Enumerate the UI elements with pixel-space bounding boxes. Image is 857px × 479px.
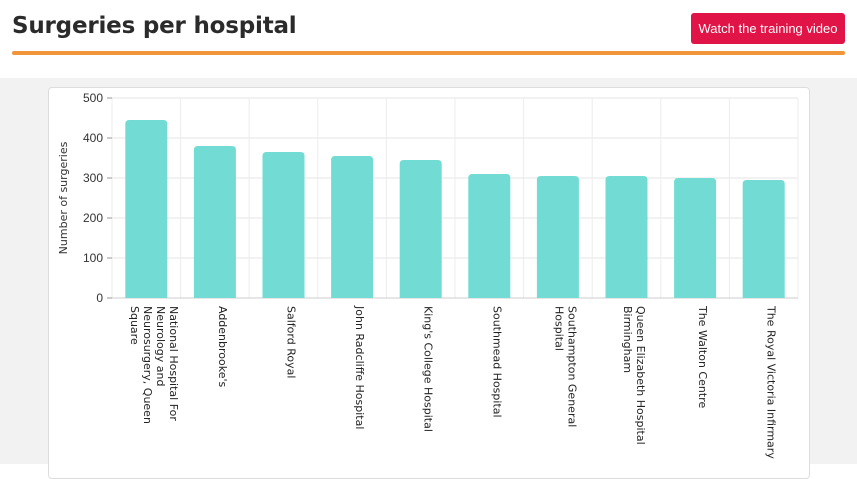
bar[interactable] [399,160,442,298]
y-tick-label: 500 [83,91,103,105]
x-tick-label: Addenbrooke's [216,306,229,388]
y-tick-label: 400 [83,131,103,145]
bar[interactable] [536,176,579,298]
x-tick-label: Southmead Hospital [490,306,503,418]
bar[interactable] [331,156,374,298]
x-tick-label: The Royal Victoria Infirmary [765,305,778,459]
x-tick-label: Neurology and [154,306,167,386]
bar[interactable] [605,176,648,298]
y-tick-label: 100 [83,251,103,265]
y-tick-label: 200 [83,211,103,225]
page-header: Surgeries per hospital Watch the trainin… [0,0,857,78]
y-axis-title: Number of surgeries [57,141,70,254]
header-accent-divider [12,51,845,55]
x-tick-label: The Walton Centre [696,305,709,408]
bar[interactable] [125,120,168,298]
bar[interactable] [193,146,236,298]
watch-training-video-button[interactable]: Watch the training video [691,13,845,44]
y-tick-label: 0 [96,291,103,305]
page-title: Surgeries per hospital [12,13,297,39]
x-tick-label: Square [128,306,141,345]
x-tick-label: Southampton General [565,306,578,427]
x-tick-label: Birmingham [621,306,634,373]
x-tick-label: John Radcliffe Hospital [353,305,366,429]
x-tick-label: Neurosurgery, Queen [141,306,154,424]
bar[interactable] [742,180,785,298]
chart-bars [125,120,785,298]
x-tick-label: Queen Elizabeth Hospital [634,306,647,445]
chart-area: 0 100 200 300 400 500 National Hospital For Ne… [0,78,857,479]
bar[interactable] [674,178,717,298]
chart-card: 0 100 200 300 400 500 National Hospital For Ne… [48,87,810,479]
y-axis-ticks: 0 100 200 300 400 500 [83,91,112,305]
x-tick-label: Salford Royal [285,306,298,378]
x-tick-label: Hospital [552,306,565,351]
chart-grid [111,97,799,299]
x-tick-label: National Hospital For [167,306,180,421]
bar[interactable] [468,174,511,298]
y-tick-label: 300 [83,171,103,185]
bar[interactable] [262,152,305,298]
x-tick-label: King's College Hospital [422,306,435,432]
